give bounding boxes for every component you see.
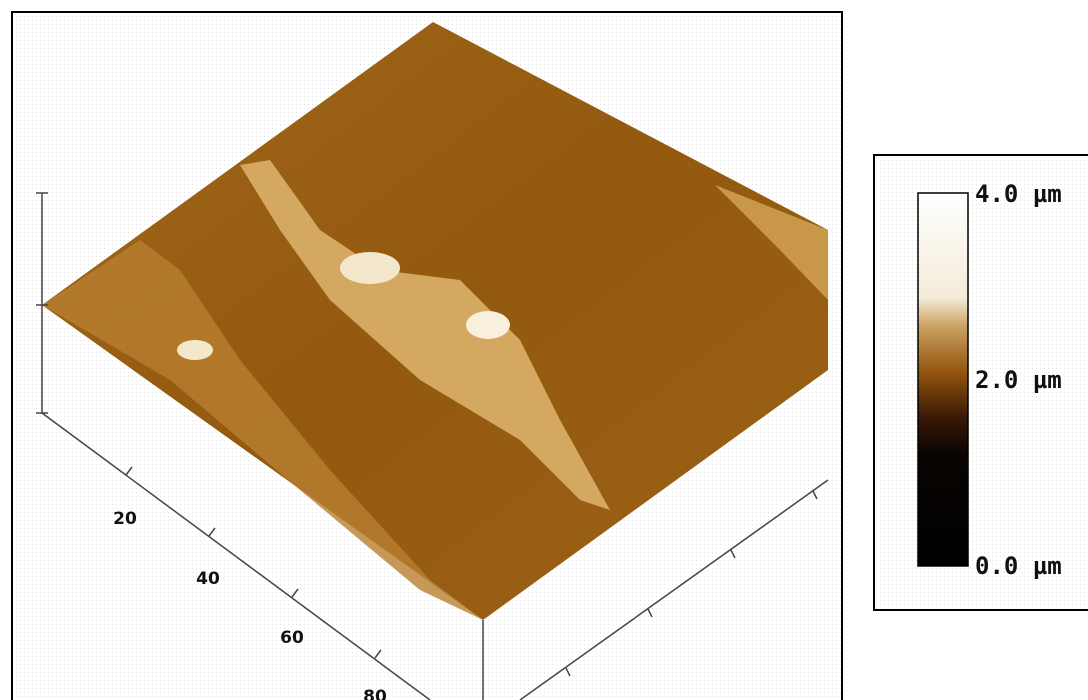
colorbar-label: 2.0 µm	[975, 366, 1062, 394]
x-tick-label: 80	[363, 687, 387, 700]
peak	[177, 340, 213, 360]
x-tick-label: 40	[196, 569, 220, 589]
colorbar-label: 4.0 µm	[975, 180, 1062, 208]
page: 20 40 60 80 4.0 µm 2.0 µm 0.0 µm (() => …	[0, 0, 1088, 700]
colorbar	[918, 193, 968, 566]
afm-figure: 20 40 60 80 4.0 µm 2.0 µm 0.0 µm	[0, 0, 1088, 700]
colorbar-label: 0.0 µm	[975, 552, 1062, 580]
peak	[466, 311, 510, 339]
x-tick-label: 60	[280, 628, 304, 648]
x-tick-label: 20	[113, 509, 137, 529]
peak	[340, 252, 400, 284]
